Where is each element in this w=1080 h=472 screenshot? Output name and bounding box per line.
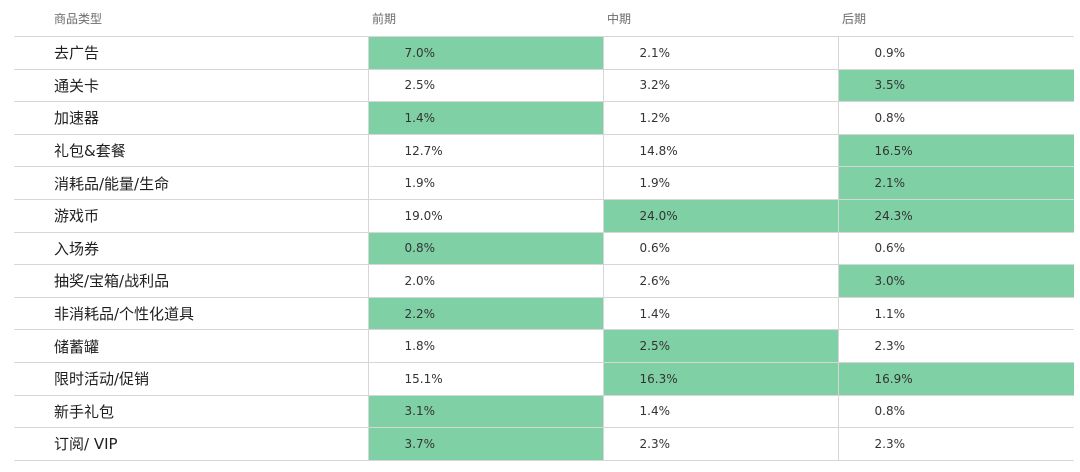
value-cell-late: 16.5% xyxy=(837,134,1074,168)
table-row: 加速器 1.4% 1.2% 0.8% xyxy=(14,101,1074,135)
table-row: 通关卡 2.5% 3.2% 3.5% xyxy=(14,69,1074,103)
product-type-cell: 储蓄罐 xyxy=(14,329,368,363)
table-row: 抽奖/宝箱/战利品 2.0% 2.6% 3.0% xyxy=(14,264,1074,298)
value-cell-early: 0.8% xyxy=(367,232,603,266)
value-cell-mid: 2.3% xyxy=(602,427,838,461)
value-cell-late: 2.3% xyxy=(837,427,1074,461)
value-cell-late: 3.5% xyxy=(837,69,1074,103)
product-type-cell: 订阅/ VIP xyxy=(14,427,368,461)
value-cell-early: 2.0% xyxy=(367,264,603,298)
product-type-cell: 通关卡 xyxy=(14,69,368,103)
value-cell-early: 1.8% xyxy=(367,329,603,363)
value-cell-late: 0.8% xyxy=(837,395,1074,429)
value-cell-late: 0.9% xyxy=(837,36,1074,70)
table-row: 限时活动/促销 15.1% 16.3% 16.9% xyxy=(14,362,1074,396)
table-container: 商品类型 前期 中期 后期 去广告 7.0% 2.1% 0.9% 通关卡 2.5% 3.2%… xyxy=(14,0,1074,461)
table-row: 去广告 7.0% 2.1% 0.9% xyxy=(14,36,1074,70)
product-type-table: 商品类型 前期 中期 后期 去广告 7.0% 2.1% 0.9% 通关卡 2.5% 3.2%… xyxy=(14,0,1074,461)
product-type-cell: 礼包&套餐 xyxy=(14,134,368,168)
value-cell-early: 1.4% xyxy=(367,101,603,135)
product-type-cell: 限时活动/促销 xyxy=(14,362,368,396)
value-cell-mid: 1.4% xyxy=(602,395,838,429)
value-cell-late: 16.9% xyxy=(837,362,1074,396)
product-type-cell: 消耗品/能量/生命 xyxy=(14,166,368,200)
value-cell-mid: 2.6% xyxy=(602,264,838,298)
table-body: 去广告 7.0% 2.1% 0.9% 通关卡 2.5% 3.2% 3.5% 加速器 1.4% 1.2… xyxy=(14,36,1074,461)
product-type-cell: 去广告 xyxy=(14,36,368,70)
table-row: 消耗品/能量/生命 1.9% 1.9% 2.1% xyxy=(14,166,1074,200)
product-type-cell: 抽奖/宝箱/战利品 xyxy=(14,264,368,298)
column-header-product-type: 商品类型 xyxy=(14,0,368,37)
column-header-early: 前期 xyxy=(368,0,603,37)
value-cell-late: 1.1% xyxy=(837,297,1074,331)
value-cell-late: 0.8% xyxy=(837,101,1074,135)
value-cell-early: 15.1% xyxy=(367,362,603,396)
table-row: 礼包&套餐 12.7% 14.8% 16.5% xyxy=(14,134,1074,168)
value-cell-mid: 16.3% xyxy=(602,362,838,396)
value-cell-mid: 2.5% xyxy=(602,329,838,363)
table-row: 入场券 0.8% 0.6% 0.6% xyxy=(14,232,1074,266)
value-cell-early: 2.2% xyxy=(367,297,603,331)
table-row: 游戏币 19.0% 24.0% 24.3% xyxy=(14,199,1074,233)
column-header-mid: 中期 xyxy=(603,0,838,37)
value-cell-mid: 0.6% xyxy=(602,232,838,266)
value-cell-early: 3.1% xyxy=(367,395,603,429)
column-header-late: 后期 xyxy=(838,0,1074,37)
value-cell-early: 12.7% xyxy=(367,134,603,168)
table-row: 订阅/ VIP 3.7% 2.3% 2.3% xyxy=(14,427,1074,461)
value-cell-mid: 1.9% xyxy=(602,166,838,200)
product-type-cell: 非消耗品/个性化道具 xyxy=(14,297,368,331)
value-cell-mid: 1.2% xyxy=(602,101,838,135)
value-cell-early: 19.0% xyxy=(367,199,603,233)
value-cell-early: 3.7% xyxy=(367,427,603,461)
product-type-cell: 入场券 xyxy=(14,232,368,266)
table-row: 储蓄罐 1.8% 2.5% 2.3% xyxy=(14,329,1074,363)
product-type-cell: 加速器 xyxy=(14,101,368,135)
product-type-cell: 游戏币 xyxy=(14,199,368,233)
value-cell-early: 2.5% xyxy=(367,69,603,103)
value-cell-late: 2.1% xyxy=(837,166,1074,200)
value-cell-early: 1.9% xyxy=(367,166,603,200)
table-row: 非消耗品/个性化道具 2.2% 1.4% 1.1% xyxy=(14,297,1074,331)
value-cell-late: 3.0% xyxy=(837,264,1074,298)
value-cell-mid: 2.1% xyxy=(602,36,838,70)
table-header: 商品类型 前期 中期 后期 xyxy=(14,0,1074,37)
value-cell-late: 24.3% xyxy=(837,199,1074,233)
value-cell-mid: 1.4% xyxy=(602,297,838,331)
product-type-cell: 新手礼包 xyxy=(14,395,368,429)
value-cell-mid: 24.0% xyxy=(602,199,838,233)
value-cell-early: 7.0% xyxy=(367,36,603,70)
value-cell-mid: 14.8% xyxy=(602,134,838,168)
header-row: 商品类型 前期 中期 后期 xyxy=(14,0,1074,37)
value-cell-mid: 3.2% xyxy=(602,69,838,103)
value-cell-late: 2.3% xyxy=(837,329,1074,363)
table-row: 新手礼包 3.1% 1.4% 0.8% xyxy=(14,395,1074,429)
value-cell-late: 0.6% xyxy=(837,232,1074,266)
